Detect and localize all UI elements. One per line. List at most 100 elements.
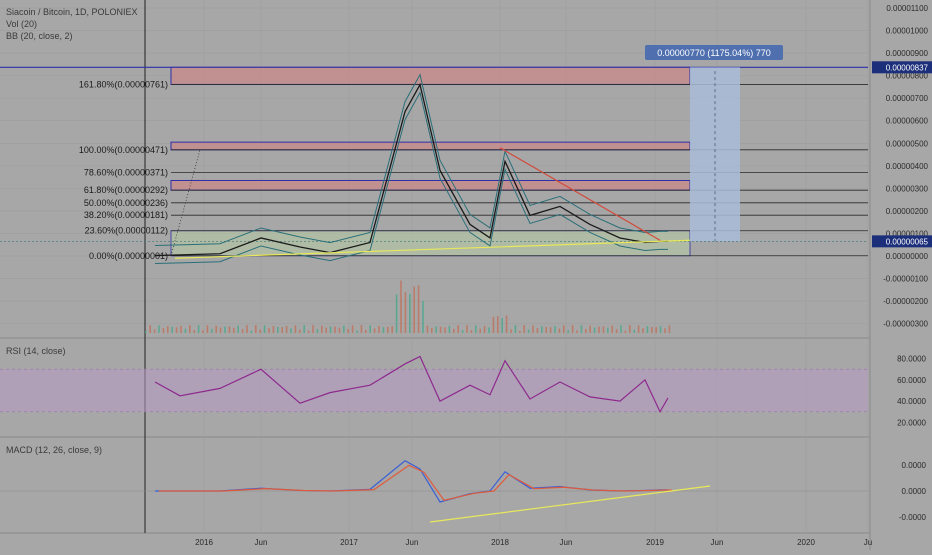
price-axis-label: 0.00000400 (886, 162, 929, 171)
volume-bar (554, 325, 556, 333)
volume-bar (417, 285, 420, 333)
volume-bar (549, 327, 552, 333)
volume-bar (250, 330, 253, 333)
macd-pane (0, 460, 868, 523)
volume-bar (624, 330, 627, 333)
volume-bar (338, 327, 341, 333)
time-axis-label: Jun (255, 538, 268, 547)
volume-bar (492, 316, 495, 333)
fib-zone-161 (170, 66, 691, 85)
volume-bar (598, 326, 600, 333)
volume-bar (193, 330, 195, 333)
volume-bar (413, 286, 415, 333)
fibonacci-levels: 161.80%(0.00000761) 100.00%(0.00000471) 78… (0, 45, 868, 261)
volume-bar (567, 330, 569, 333)
fib-anchor-line (170, 149, 201, 256)
symbol-title: Siacoin / Bitcoin, 1D, POLONIEX (6, 7, 138, 17)
volume-bar (175, 327, 178, 333)
volume-bar (563, 325, 565, 333)
volume-bar (532, 325, 534, 333)
price-axis-label: 0.00000300 (886, 184, 929, 193)
volume-bar (307, 330, 310, 333)
volume-bar (501, 317, 503, 333)
volume-bar (255, 325, 257, 333)
rsi-label: RSI (14, close) (6, 346, 66, 356)
fib-zone-61 (170, 179, 691, 191)
rsi-axis-label: 80.0000 (897, 355, 926, 364)
volume-bar (426, 325, 429, 333)
volume-bar (149, 325, 151, 333)
volume-bar (668, 325, 671, 333)
volume-bar (228, 326, 231, 333)
signal-line (159, 464, 672, 502)
volume-bar (171, 326, 173, 333)
volume-bar (378, 325, 380, 333)
volume-bar (343, 325, 345, 333)
price-axis-label: 0.00000800 (886, 72, 929, 81)
time-axis-label: 2016 (195, 538, 213, 547)
price-axis-label: 0.00001000 (886, 27, 929, 36)
volume-bar (541, 326, 543, 333)
fib-level-label: 161.80%(0.00000761) (79, 79, 168, 89)
volume-bar (162, 328, 165, 333)
volume-bar (602, 326, 605, 333)
volume-bar (373, 328, 376, 333)
volume-bar (558, 328, 561, 333)
volume-bar (510, 329, 512, 333)
volume-bar (325, 327, 327, 333)
volume-bar (294, 325, 297, 333)
price-axis-label: 0.00000000 (886, 252, 929, 261)
price-axis-label: -0.00000200 (883, 297, 928, 306)
volume-bar (233, 327, 235, 333)
volume-bar (202, 330, 204, 333)
bollinger-upper (154, 73, 668, 247)
volume-bar (593, 327, 596, 333)
price-axis-label: -0.00000100 (883, 275, 928, 284)
volume-bar (281, 327, 283, 333)
volume-bar (514, 325, 517, 333)
price-axis-label: 0.00000100 (886, 229, 929, 238)
vol-legend: Vol (20) (6, 19, 38, 29)
volume-bar (536, 328, 539, 333)
macd-axis-label: 0.0000 (902, 487, 927, 496)
volume-bar (268, 328, 270, 333)
price-series (145, 73, 691, 333)
volume-bar (580, 325, 583, 333)
time-axis-label: Jun (560, 538, 573, 547)
fib-level-label: 61.80%(0.00000292) (84, 185, 168, 195)
price-axis-label: 0.00000500 (886, 139, 929, 148)
volume-bar (457, 325, 459, 333)
measure-label: 0.00000770 (1175.04%) 770 (657, 48, 770, 58)
fib-level-label: 0.00%(0.00000001) (89, 251, 168, 261)
volume-bar (505, 315, 508, 333)
current-price-tag (872, 235, 932, 248)
rsi-legend: RSI (14, close) (6, 345, 66, 357)
volume-bar (589, 325, 591, 333)
macd-axis-label: 0.0000 (902, 461, 927, 470)
volume-bar (448, 325, 451, 333)
macd-label: MACD (12, 26, close, 9) (6, 445, 103, 455)
volume-bar (523, 325, 525, 333)
volume-bar (241, 329, 244, 333)
time-axis-label: Jun (406, 538, 419, 547)
volume-bar (620, 325, 622, 333)
bb-legend: BB (20, close, 2) (6, 31, 73, 41)
main-legend: Siacoin / Bitcoin, 1D, POLONIEX Vol (20)… (6, 6, 138, 42)
fib-level-label: 38.20%(0.00000181) (84, 210, 168, 220)
time-axis-label: Jun (711, 538, 724, 547)
rsi-pane (0, 355, 868, 414)
volume-bar (215, 325, 217, 333)
volume-bar (545, 326, 547, 333)
volume-bar (347, 329, 349, 333)
price-axis-label: 0.00000900 (886, 49, 929, 58)
price-axis-label: 0.00000200 (886, 207, 929, 216)
support-trendline (174, 239, 691, 259)
volume-bar (519, 330, 521, 333)
fib-level-label: 100.00%(0.00000471) (79, 145, 168, 155)
volume-bar (576, 330, 578, 333)
price-line (154, 82, 668, 257)
volume-bar (365, 329, 367, 333)
volume-bar (219, 327, 222, 333)
